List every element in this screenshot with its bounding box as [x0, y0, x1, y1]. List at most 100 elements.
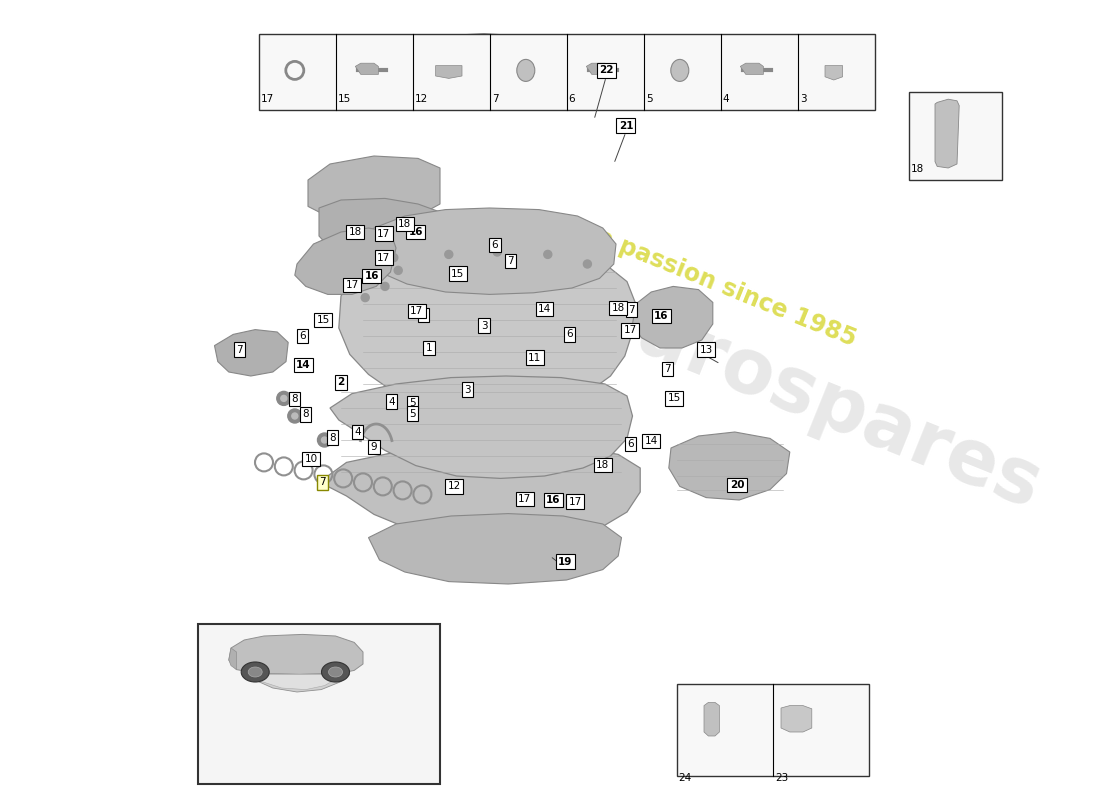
Text: 15: 15	[338, 94, 351, 104]
Polygon shape	[418, 34, 660, 72]
Ellipse shape	[329, 667, 342, 677]
Text: 6: 6	[492, 240, 498, 250]
Text: 5: 5	[409, 409, 416, 418]
Text: 17: 17	[345, 280, 359, 290]
Ellipse shape	[321, 662, 350, 682]
Text: 9: 9	[420, 310, 427, 320]
Text: 6: 6	[569, 94, 575, 104]
Polygon shape	[229, 634, 363, 674]
Polygon shape	[368, 514, 621, 584]
Text: 17: 17	[377, 253, 390, 262]
Text: 23: 23	[776, 773, 789, 782]
Polygon shape	[330, 376, 632, 478]
Polygon shape	[251, 674, 350, 692]
Ellipse shape	[241, 662, 270, 682]
Bar	[676, 684, 869, 776]
Polygon shape	[781, 706, 812, 732]
Text: 16: 16	[546, 495, 561, 505]
Text: 24: 24	[679, 773, 692, 782]
Polygon shape	[339, 244, 636, 410]
Text: 12: 12	[415, 94, 428, 104]
Polygon shape	[229, 648, 236, 670]
Polygon shape	[632, 286, 713, 348]
Text: 17: 17	[624, 326, 637, 335]
Text: 7: 7	[492, 94, 498, 104]
Circle shape	[381, 282, 389, 290]
Text: 14: 14	[538, 304, 551, 314]
Text: a passion since 1985: a passion since 1985	[593, 225, 859, 351]
Text: 19: 19	[558, 557, 573, 566]
Text: 16: 16	[653, 311, 669, 321]
Circle shape	[389, 254, 398, 262]
Text: 14: 14	[645, 436, 658, 446]
Polygon shape	[295, 228, 396, 294]
Circle shape	[288, 409, 301, 423]
Text: 8: 8	[302, 410, 309, 419]
Text: 17: 17	[518, 494, 531, 504]
Bar	[909, 92, 1002, 180]
Text: 7: 7	[319, 478, 326, 487]
Circle shape	[361, 294, 370, 302]
Text: 18: 18	[911, 164, 924, 174]
Polygon shape	[704, 702, 719, 736]
Text: 18: 18	[612, 303, 625, 313]
Ellipse shape	[249, 667, 262, 677]
Text: 13: 13	[700, 345, 713, 354]
Polygon shape	[319, 198, 440, 252]
Polygon shape	[935, 99, 959, 168]
Polygon shape	[308, 156, 440, 222]
Text: 8: 8	[329, 433, 336, 442]
Text: 4: 4	[723, 94, 729, 104]
Text: 6: 6	[566, 330, 573, 339]
Polygon shape	[253, 674, 339, 690]
Text: 4: 4	[388, 397, 395, 406]
Polygon shape	[436, 66, 462, 78]
Polygon shape	[214, 330, 288, 376]
Polygon shape	[825, 66, 843, 80]
Text: 17: 17	[261, 94, 274, 104]
Polygon shape	[740, 63, 763, 74]
Circle shape	[321, 437, 328, 443]
Text: 17: 17	[410, 306, 424, 316]
Text: 9: 9	[371, 442, 377, 452]
Ellipse shape	[671, 59, 689, 82]
Circle shape	[280, 395, 287, 402]
Text: 15: 15	[451, 269, 464, 278]
Text: 18: 18	[398, 219, 411, 229]
Polygon shape	[352, 208, 616, 294]
Text: 7: 7	[628, 305, 635, 314]
Circle shape	[493, 248, 502, 256]
Circle shape	[318, 433, 331, 447]
Text: 4: 4	[354, 427, 361, 437]
Text: 3: 3	[464, 385, 471, 394]
Circle shape	[583, 260, 592, 268]
Circle shape	[444, 250, 453, 258]
Text: 6: 6	[627, 439, 634, 449]
Text: 10: 10	[305, 454, 318, 464]
Text: 11: 11	[528, 353, 541, 362]
Text: 8: 8	[292, 394, 298, 404]
Text: 7: 7	[236, 345, 243, 354]
Text: 3: 3	[800, 94, 806, 104]
Text: 18: 18	[349, 227, 362, 237]
Circle shape	[543, 250, 552, 258]
Text: 1: 1	[426, 343, 432, 353]
Text: 16: 16	[408, 227, 424, 237]
Circle shape	[292, 413, 298, 419]
Text: 7: 7	[507, 256, 514, 266]
Text: 21: 21	[618, 121, 634, 130]
Text: 14: 14	[296, 360, 311, 370]
Text: 22: 22	[598, 66, 614, 75]
Text: 18: 18	[596, 460, 609, 470]
Text: 6: 6	[299, 331, 306, 341]
Bar	[198, 624, 440, 784]
Text: eurospares: eurospares	[576, 275, 1052, 525]
Text: 12: 12	[448, 482, 461, 491]
Text: 5: 5	[409, 398, 416, 408]
Text: 5: 5	[646, 94, 652, 104]
Text: 17: 17	[569, 497, 582, 506]
Text: 20: 20	[729, 480, 745, 490]
Polygon shape	[324, 444, 640, 540]
Polygon shape	[586, 63, 609, 74]
Text: 7: 7	[664, 364, 671, 374]
